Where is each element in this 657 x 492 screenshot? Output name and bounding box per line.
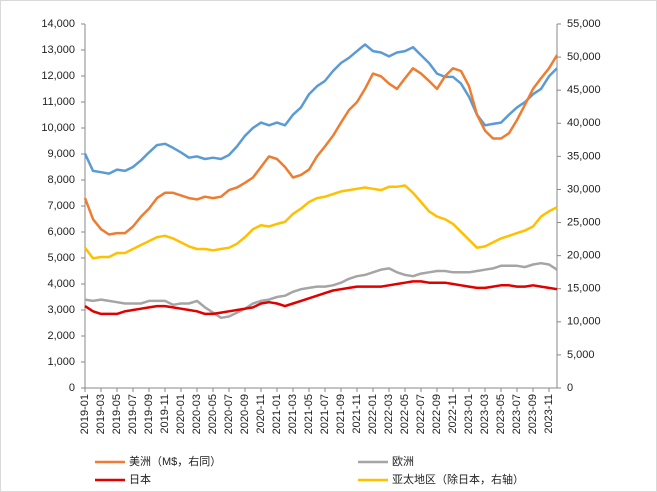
series-line xyxy=(84,261,558,320)
y-tick-label: 9,000 xyxy=(47,148,75,160)
y-tick-label: 12,000 xyxy=(41,70,75,82)
y2-tick-label: 35,000 xyxy=(567,150,601,162)
x-tick-label: 2021-01 xyxy=(271,394,283,434)
legend-label: 欧洲 xyxy=(392,455,414,468)
y2-tick-label: 25,000 xyxy=(567,216,601,228)
x-tick-label: 2019-07 xyxy=(127,394,139,434)
y2-tick-label: 30,000 xyxy=(567,183,601,195)
x-tick-label: 2021-09 xyxy=(335,394,347,434)
y-tick-label: 14,000 xyxy=(41,18,75,30)
x-tick-label: 2020-01 xyxy=(175,394,187,434)
y2-tick-label: 0 xyxy=(567,382,573,394)
x-tick-label: 2020-03 xyxy=(191,394,203,434)
y-tick-label: 13,000 xyxy=(41,44,75,56)
y-tick-label: 7,000 xyxy=(47,200,75,212)
x-tick-label: 2022-07 xyxy=(415,394,427,434)
x-tick-label: 2022-09 xyxy=(431,394,443,434)
series-line xyxy=(84,184,558,260)
y2-tick-label: 50,000 xyxy=(567,51,601,63)
x-tick-label: 2020-05 xyxy=(207,394,219,434)
x-tick-label: 2020-09 xyxy=(239,394,251,434)
y2-tick-label: 5,000 xyxy=(567,349,595,361)
y-tick-label: 3,000 xyxy=(47,304,75,316)
y2-tick-label: 40,000 xyxy=(567,117,601,129)
y2-tick-label: 55,000 xyxy=(567,18,601,30)
y-tick-label: 0 xyxy=(69,382,75,394)
x-tick-label: 2023-07 xyxy=(511,394,523,434)
x-tick-label: 2023-03 xyxy=(479,394,491,434)
legend-label: 亚太地区（除日本，右轴） xyxy=(392,472,524,486)
x-tick-label: 2022-01 xyxy=(367,394,379,434)
legend-label: 美洲（M$，右同） xyxy=(129,454,221,468)
legend-label: 日本 xyxy=(129,472,151,486)
series-line xyxy=(83,54,559,236)
x-tick-label: 2022-05 xyxy=(399,394,411,434)
x-tick-label: 2021-05 xyxy=(303,394,315,434)
y-tick-label: 4,000 xyxy=(47,278,75,290)
x-tick-label: 2021-11 xyxy=(351,394,363,434)
x-tick-label: 2019-09 xyxy=(143,394,155,434)
x-tick-label: 2021-07 xyxy=(319,394,331,434)
y-tick-label: 1,000 xyxy=(47,356,75,368)
x-tick-label: 2020-11 xyxy=(255,394,267,434)
y2-tick-label: 20,000 xyxy=(567,250,601,262)
x-tick-label: 2019-05 xyxy=(111,394,123,434)
y-tick-label: 8,000 xyxy=(47,174,75,186)
y-tick-label: 6,000 xyxy=(47,226,75,238)
y-tick-label: 10,000 xyxy=(41,122,75,134)
x-tick-label: 2019-01 xyxy=(79,394,91,434)
x-tick-label: 2021-03 xyxy=(287,394,299,434)
x-tick-label: 2023-05 xyxy=(495,394,507,434)
y2-tick-label: 45,000 xyxy=(567,84,601,96)
x-tick-label: 2020-07 xyxy=(223,394,235,434)
x-tick-label: 2022-03 xyxy=(383,394,395,434)
x-tick-label: 2019-03 xyxy=(95,394,107,434)
series-line xyxy=(84,280,558,316)
x-tick-label: 2023-09 xyxy=(527,394,539,434)
y-tick-label: 2,000 xyxy=(47,330,75,342)
x-tick-label: 2022-11 xyxy=(447,394,459,434)
y-tick-label: 5,000 xyxy=(47,252,75,264)
x-tick-label: 2023-01 xyxy=(463,394,475,434)
x-tick-label: 2019-11 xyxy=(159,394,171,434)
y-tick-label: 11,000 xyxy=(42,96,75,108)
x-tick-label: 2023-11 xyxy=(543,394,555,434)
y2-tick-label: 10,000 xyxy=(567,316,601,328)
y2-tick-label: 15,000 xyxy=(567,283,601,295)
